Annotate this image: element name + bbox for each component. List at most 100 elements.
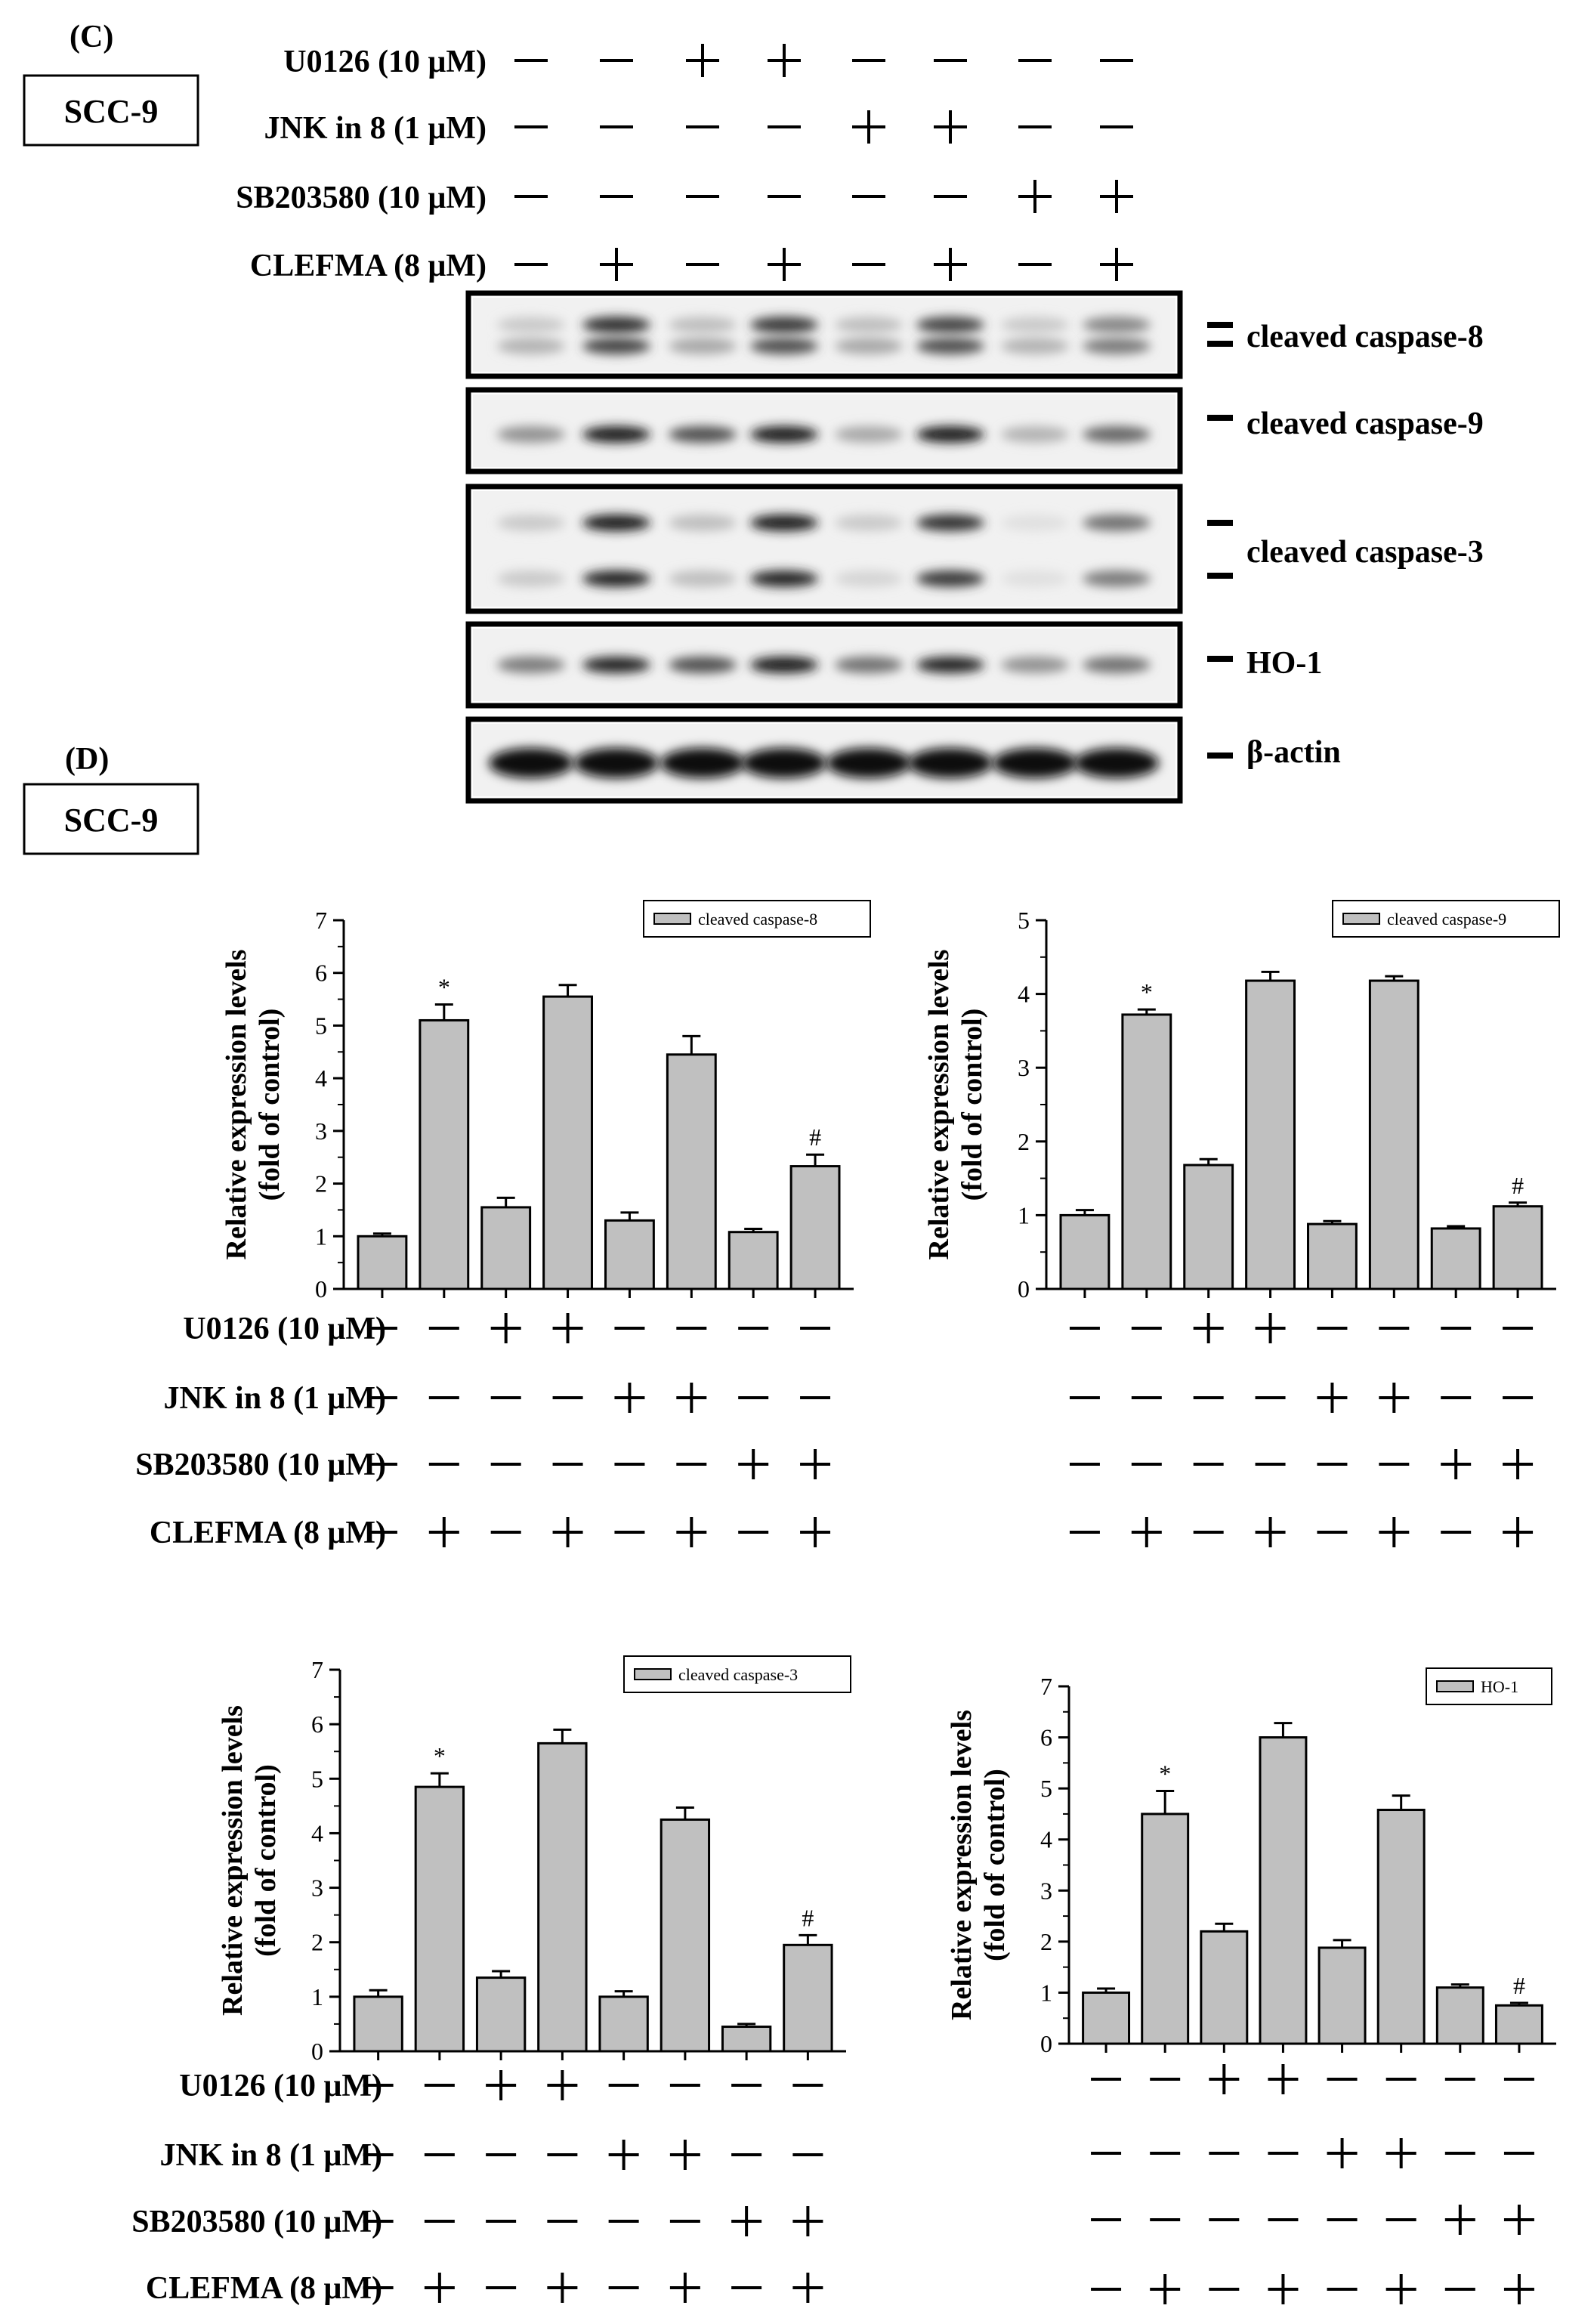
bar [1376,1809,1426,2045]
bar [1059,1213,1111,1290]
y-tick-label: 5 [1018,907,1030,934]
significance-mark: # [802,1904,814,1931]
plus-sign-icon [792,2206,823,2236]
y-tick-label: 1 [315,1222,327,1250]
panel-c-cell-line-box [23,74,199,147]
plus-sign-icon [1379,1517,1410,1547]
significance-mark: * [1159,1760,1171,1788]
plus-sign-icon [1150,2274,1181,2304]
blot-band [497,570,565,587]
panel-c-letter: (C) [70,20,113,54]
blot-band [750,657,818,673]
plus-sign-icon [424,2273,455,2303]
plus-sign-icon [1503,2205,1534,2235]
y-tick-label: 3 [1018,1054,1030,1081]
y-tick-label: 5 [315,1012,327,1039]
bar [1435,1986,1484,2045]
y-tick-label: 4 [1018,981,1030,1008]
blot-band [750,338,818,354]
plus-sign-icon [614,1383,645,1413]
y-axis-label: (fold of control) [254,1009,286,1201]
bar [598,1995,649,2053]
bar [721,2026,772,2053]
y-tick-label: 2 [1040,1928,1052,1955]
blot-band [582,426,650,443]
plus-sign-icon [669,2273,700,2303]
panel-d-letter: (D) [65,742,109,777]
y-tick-label: 0 [1018,1275,1030,1303]
y-tick-label: 0 [311,2038,323,2065]
legend-label: HO-1 [1481,1677,1518,1696]
treatment-label: SB203580 (10 μM) [135,1448,386,1482]
blot-band [582,515,650,531]
blot-cleaved-caspase-9: cleaved caspase-9 [465,387,1484,474]
bar [1368,979,1419,1290]
bar [1082,1991,1131,2045]
treatment-label: SB203580 (10 μM) [131,2205,382,2239]
chart-cleaved-caspase-9: 0 1 2 3 4 5 Relative expression levels (fold of… [923,900,1560,1547]
legend-swatch [634,1668,672,1680]
legend-swatch [1342,913,1380,925]
significance-mark: # [1513,1972,1525,1999]
blot-band [750,570,818,587]
panel-c-treatment-label: U0126 (10 μM) [283,45,487,79]
blot-band [916,515,984,531]
panel-c-western-blots: cleaved caspase-8 cleaved caspase-9 cleave… [465,290,1484,804]
plus-sign-icon [1268,2274,1299,2304]
y-tick-label: 6 [311,1711,323,1738]
bar [1245,979,1296,1290]
blot-band [669,570,737,587]
bar [419,1018,470,1290]
blot-band [497,317,565,333]
blot-band [669,515,737,531]
panel-c-treatment-table: U0126 (10 μM) JNK in 8 (1 μM) SB203580 (10… [236,44,1133,283]
plus-sign-icon [490,1313,521,1343]
panel-c-treatment-label: SB203580 (10 μM) [236,181,487,215]
treatment-label: U0126 (10 μM) [183,1312,386,1346]
plus-sign-icon [669,2140,700,2170]
plus-sign-icon [934,248,967,281]
bar [537,1741,588,2053]
plus-sign-icon [1209,2064,1240,2094]
plus-sign-icon [1385,2138,1416,2168]
band-marker [1207,520,1233,526]
blot--actin: β-actin [465,716,1341,804]
y-axis-label: Relative expression levels [923,950,955,1260]
blot-band [835,570,903,587]
blot-band [1001,515,1069,531]
plus-sign-icon [1441,1449,1472,1479]
plus-sign-icon [738,1449,769,1479]
band-marker [1207,656,1233,662]
y-tick-label: 6 [315,960,327,987]
blot-band [1083,317,1151,333]
blot-band [835,657,903,673]
bar [1430,1227,1481,1290]
bar [1200,1930,1249,2045]
blot-band [1074,748,1159,778]
blot-band [660,748,745,778]
blot-band [826,748,911,778]
bar [666,1053,717,1290]
bar [1183,1164,1234,1290]
blot-band [497,338,565,354]
y-axis-label: (fold of control) [956,1009,988,1201]
band-marker [1207,341,1233,347]
bar [353,1995,403,2053]
y-tick-label: 4 [315,1065,327,1092]
bar [604,1219,655,1290]
blot-band [916,570,984,587]
blot-band [497,515,565,531]
chart-cleaved-caspase-8: 0 1 2 3 4 5 6 7 Relative expression levels (fold … [135,900,871,1550]
blot-band [1083,570,1151,587]
bar [475,1976,527,2053]
bar [1121,1013,1172,1290]
blot-band [1083,426,1151,443]
blot-band [916,426,984,443]
blot-band [835,426,903,443]
blot-band [1083,657,1151,673]
legend: cleaved caspase-3 [623,1655,851,1693]
treatment-label: JNK in 8 (1 μM) [160,2138,382,2173]
plus-sign-icon [800,1449,831,1479]
blot-band [908,748,993,778]
y-tick-label: 1 [1018,1201,1030,1228]
